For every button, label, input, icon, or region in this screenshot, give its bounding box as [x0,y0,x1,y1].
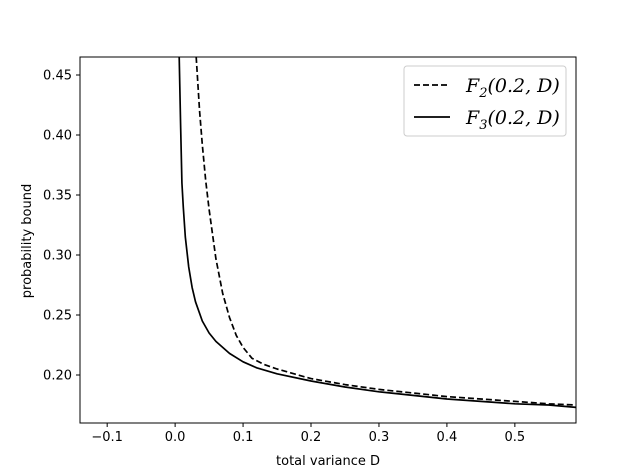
x-tick-label: 0.4 [437,430,458,445]
x-tick-label: −0.1 [91,430,123,445]
legend-entry-f2: F2(0.2, D) [465,75,560,101]
plot-area-frame [79,56,577,424]
y-tick-label: 0.25 [43,309,72,324]
x-axis: −0.1 0.0 0.1 0.2 0.3 0.4 0.5 [91,423,525,445]
y-axis: 0.20 0.25 0.30 0.35 0.40 0.45 [43,69,80,384]
y-tick-label: 0.35 [43,189,72,204]
series-line-f3-solid [178,57,576,409]
x-tick-label: 0.1 [233,430,254,445]
legend-box [403,65,567,137]
x-tick-label: 0.0 [165,430,186,445]
series-line-f2-dashed [195,57,576,406]
y-axis-label: probability bound [20,184,35,298]
x-tick-label: 0.2 [301,430,322,445]
x-axis-label: total variance D [276,454,380,469]
x-tick-label: 0.3 [369,430,390,445]
legend-entry-f3: F3(0.2, D) [465,107,560,133]
y-tick-label: 0.30 [43,249,72,264]
legend: F2(0.2, D) F3(0.2, D) [403,65,567,137]
x-tick-label: 0.5 [505,430,526,445]
y-tick-label: 0.20 [43,369,72,384]
y-tick-label: 0.40 [43,129,72,144]
y-tick-label: 0.45 [43,69,72,84]
